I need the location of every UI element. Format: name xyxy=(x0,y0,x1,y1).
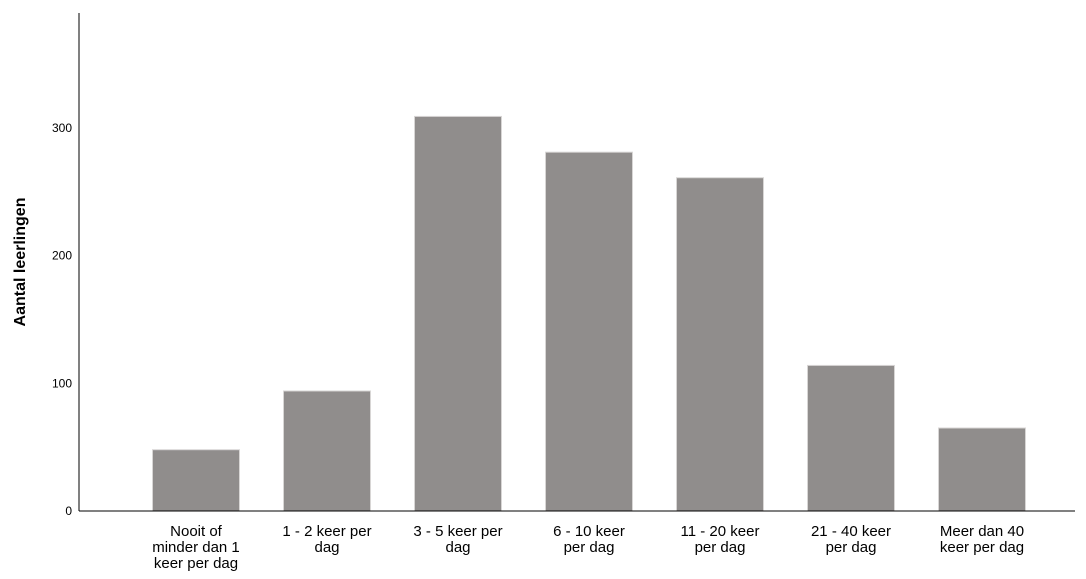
y-tick-label: 200 xyxy=(52,249,72,263)
x-category-label-line: dag xyxy=(314,539,339,556)
bar xyxy=(152,449,240,512)
x-category-label: 1 - 2 keer per dag xyxy=(282,523,371,556)
x-category-label-line: 11 - 20 keer xyxy=(681,523,760,540)
bar xyxy=(807,364,895,512)
x-category-label: Meer dan 40 keer per dag xyxy=(940,523,1024,556)
x-category-label-line: 1 - 2 keer per xyxy=(282,523,371,540)
x-category-label: Nooit of minder dan 1 keer per dag xyxy=(152,523,240,572)
y-tick-label: 300 xyxy=(52,121,72,135)
y-axis-title: Aantal leerlingen xyxy=(12,198,29,327)
y-tick-label: 0 xyxy=(65,504,72,518)
x-category-label: 3 - 5 keer per dag xyxy=(413,523,502,556)
bar xyxy=(545,151,633,512)
x-category-label-line: minder dan 1 xyxy=(152,539,240,556)
x-category-label-line: per dag xyxy=(695,539,746,556)
x-category-label-line: keer per dag xyxy=(154,555,238,572)
x-category-label: 6 - 10 keer per dag xyxy=(553,523,625,556)
y-tick-label: 100 xyxy=(52,376,72,390)
bars-group xyxy=(152,115,1026,512)
x-category-label: 11 - 20 keer per dag xyxy=(681,523,760,556)
bar xyxy=(283,390,371,512)
x-category-label-line: per dag xyxy=(564,539,615,556)
x-category-label-line: 6 - 10 keer xyxy=(553,523,625,540)
x-category-label-line: 3 - 5 keer per xyxy=(413,523,502,540)
x-category-label-line: Meer dan 40 xyxy=(940,523,1024,540)
x-category-label-line: 21 - 40 keer xyxy=(811,523,891,540)
x-category-label-line: keer per dag xyxy=(940,539,1024,556)
x-category-label: 21 - 40 keer per dag xyxy=(811,523,891,556)
bar xyxy=(676,177,764,512)
bar xyxy=(938,427,1026,512)
x-category-label-line: dag xyxy=(445,539,470,556)
x-category-label-line: per dag xyxy=(826,539,877,556)
y-axis-ticks: 0 100 200 300 xyxy=(52,121,72,518)
bar xyxy=(414,115,502,512)
x-category-label-line: Nooit of xyxy=(170,523,223,540)
